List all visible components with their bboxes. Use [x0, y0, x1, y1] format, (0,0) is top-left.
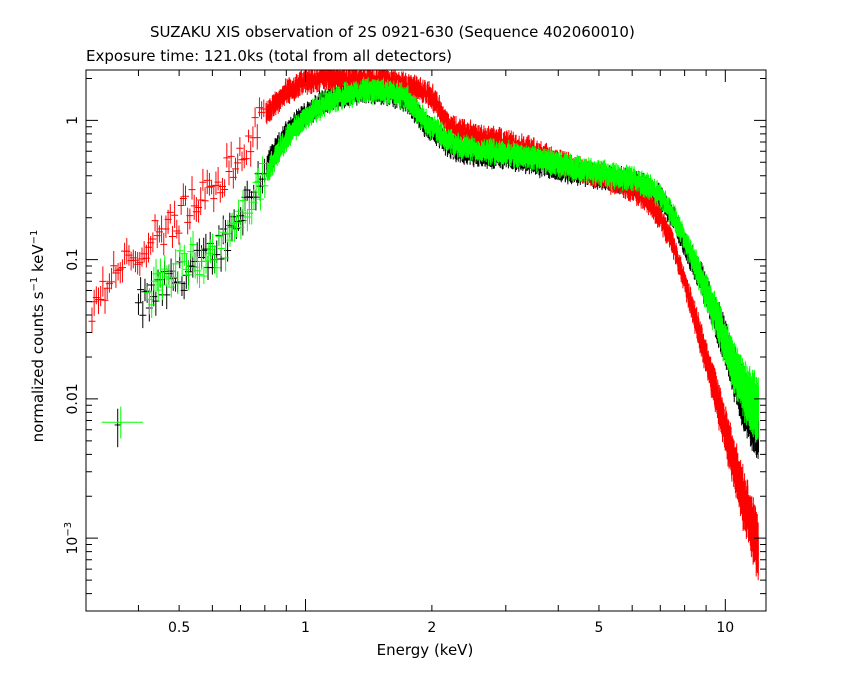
chart-subtitle: Exposure time: 121.0ks (total from all d… — [86, 47, 452, 65]
x-tick-label: 0.5 — [168, 620, 190, 636]
x-tick-label: 5 — [594, 620, 603, 636]
chart-title: SUZAKU XIS observation of 2S 0921-630 (S… — [150, 23, 635, 41]
error-point-0 — [114, 408, 122, 448]
data-layer — [88, 70, 760, 581]
tick-marks — [85, 70, 766, 612]
y-tick-label: 10−3 — [63, 522, 81, 555]
series-1-marks — [88, 70, 759, 581]
x-tick-label: 1 — [301, 620, 310, 636]
series-2 — [143, 76, 760, 443]
series-2-marks — [143, 76, 760, 443]
axes-layer: 0.5 1 2 5 10 1 0.1 0.01 10−3 — [63, 70, 766, 636]
x-tick-label: 10 — [716, 620, 734, 636]
x-axis-label: Energy (keV) — [377, 641, 474, 659]
y-tick-label: 0.01 — [65, 383, 81, 414]
error-point-1 — [101, 406, 143, 439]
y-axis-label: normalized counts s−1 keV−1 — [29, 230, 47, 443]
y-tick-label: 1 — [65, 116, 81, 125]
x-tick-label: 2 — [427, 620, 436, 636]
plot-frame — [85, 69, 767, 612]
y-tick-label: 0.1 — [65, 249, 81, 271]
series-1 — [88, 70, 759, 581]
